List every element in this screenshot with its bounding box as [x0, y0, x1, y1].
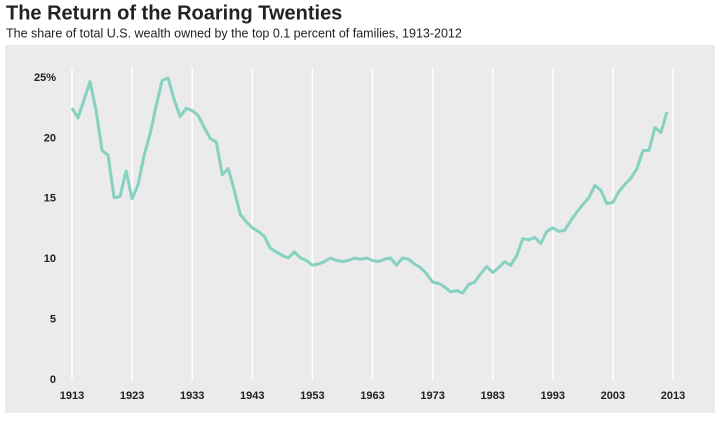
y-tick-label: 15: [44, 193, 56, 205]
y-tick-label: 0: [50, 374, 56, 386]
data-line: [70, 76, 669, 295]
x-tick-label: 2013: [661, 390, 685, 402]
x-tick-label: 1933: [180, 390, 204, 402]
y-tick-label: 10: [44, 253, 56, 265]
x-tick-label: 1943: [240, 390, 264, 402]
x-tick-label: 1923: [120, 390, 144, 402]
chart-title: The Return of the Roaring Twenties: [6, 2, 342, 24]
x-tick-label: 1913: [60, 390, 84, 402]
plot-background: [5, 45, 715, 413]
x-tick-label: 1963: [360, 390, 384, 402]
x-tick-label: 1973: [420, 390, 444, 402]
x-tick-label: 2003: [601, 390, 625, 402]
y-tick-label: 25%: [34, 72, 56, 84]
chart-subtitle: The share of total U.S. wealth owned by …: [6, 26, 462, 40]
x-tick-label: 1983: [480, 390, 504, 402]
x-tick-label: 1993: [541, 390, 565, 402]
y-tick-label: 20: [44, 132, 56, 144]
y-tick-label: 5: [50, 314, 56, 326]
x-tick-label: 1953: [300, 390, 324, 402]
